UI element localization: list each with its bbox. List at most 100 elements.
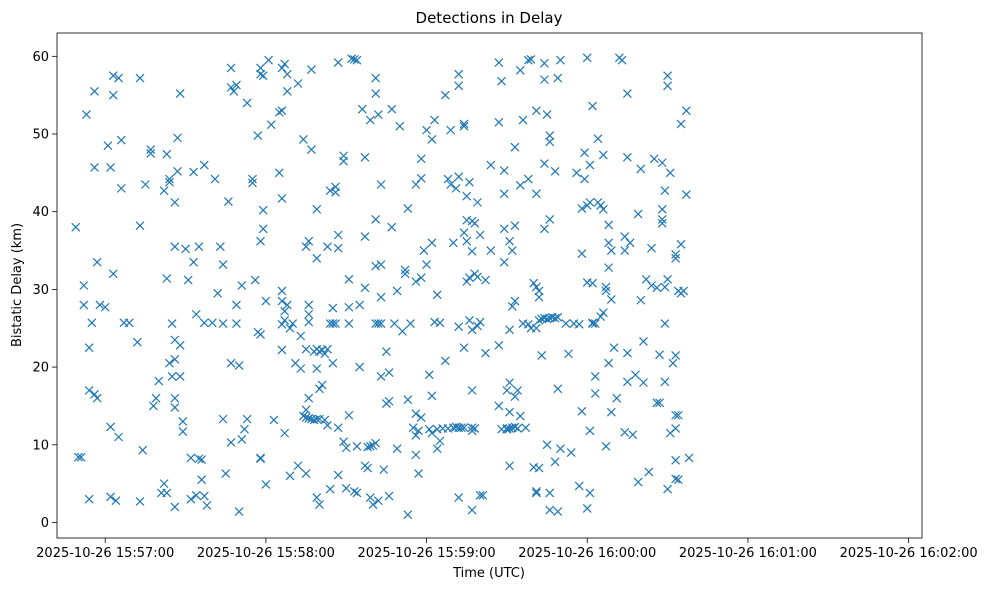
data-point: [218, 414, 228, 424]
data-point: [315, 500, 324, 510]
plot-frame: [56, 32, 923, 539]
data-point: [531, 323, 541, 333]
data-point: [499, 166, 509, 175]
data-point: [256, 236, 265, 246]
data-point: [159, 479, 169, 489]
data-point: [633, 477, 643, 487]
data-point: [111, 496, 121, 506]
data-point: [304, 413, 314, 423]
data-point: [427, 135, 437, 144]
data-point: [106, 422, 115, 432]
data-point: [365, 441, 375, 451]
data-point: [443, 174, 453, 184]
data-point: [534, 316, 544, 325]
data-point: [510, 142, 520, 152]
data-point: [486, 160, 496, 170]
data-point: [116, 135, 126, 145]
data-point: [574, 481, 584, 491]
data-point: [170, 393, 180, 403]
data-point: [90, 86, 99, 96]
data-point: [189, 167, 199, 177]
data-point: [296, 364, 306, 374]
data-point: [84, 385, 94, 395]
data-point: [537, 350, 547, 360]
data-point: [663, 484, 673, 494]
data-point: [534, 463, 544, 473]
data-point: [529, 278, 539, 288]
data-point: [633, 209, 643, 219]
data-point: [232, 300, 241, 310]
data-point: [116, 183, 126, 193]
data-point: [387, 222, 397, 232]
data-point: [430, 115, 440, 125]
data-point: [545, 131, 555, 140]
data-point: [467, 325, 477, 335]
data-point: [317, 380, 327, 390]
data-point: [95, 300, 105, 310]
data-point: [440, 90, 450, 100]
data-point: [344, 302, 354, 312]
data-point: [523, 319, 533, 329]
data-point: [505, 407, 515, 417]
data-point: [282, 300, 292, 310]
data-point: [381, 347, 391, 356]
data-point: [277, 63, 287, 73]
data-point: [151, 393, 161, 403]
data-point: [459, 423, 469, 433]
data-point: [199, 160, 209, 170]
data-point: [355, 362, 365, 372]
data-point: [379, 465, 389, 475]
data-point: [304, 300, 314, 310]
data-point: [454, 69, 464, 79]
data-point: [181, 244, 190, 254]
data-point: [470, 218, 480, 228]
data-point: [424, 424, 434, 434]
data-point: [315, 347, 324, 356]
data-point: [392, 286, 402, 296]
data-point: [454, 322, 464, 332]
data-point: [577, 204, 587, 214]
data-point: [167, 319, 177, 328]
data-point: [545, 488, 555, 498]
data-point: [596, 312, 606, 322]
data-point: [285, 471, 295, 481]
data-point: [360, 283, 370, 293]
data-point: [371, 73, 381, 83]
data-point: [146, 148, 156, 158]
data-point: [464, 177, 474, 187]
data-point: [277, 296, 287, 306]
x-tick-label: 2025-10-26 15:58:00: [197, 546, 335, 561]
data-point: [505, 461, 515, 471]
data-point: [229, 86, 239, 96]
data-point: [186, 494, 196, 504]
data-point: [84, 494, 94, 504]
data-point: [671, 474, 681, 484]
data-point: [301, 469, 311, 478]
data-point: [400, 269, 410, 279]
data-point: [513, 385, 523, 395]
data-point: [505, 378, 515, 388]
data-point: [371, 438, 381, 448]
data-point: [663, 71, 673, 81]
data-point: [577, 406, 587, 416]
data-point: [598, 308, 608, 318]
data-point: [221, 469, 231, 478]
data-point: [277, 345, 287, 355]
data-point: [663, 274, 673, 284]
data-point: [170, 197, 180, 207]
data-point: [473, 197, 482, 207]
data-point: [590, 371, 600, 381]
data-point: [435, 436, 445, 446]
data-point: [673, 410, 683, 420]
data-point: [108, 269, 118, 279]
data-point: [585, 488, 595, 498]
data-point: [639, 378, 648, 388]
data-point: [422, 125, 431, 135]
data-point: [601, 282, 611, 292]
data-point: [531, 106, 541, 116]
data-point: [419, 246, 429, 255]
data-point: [296, 331, 306, 341]
data-point: [432, 444, 442, 454]
data-point: [360, 152, 370, 162]
data-point: [165, 358, 174, 368]
